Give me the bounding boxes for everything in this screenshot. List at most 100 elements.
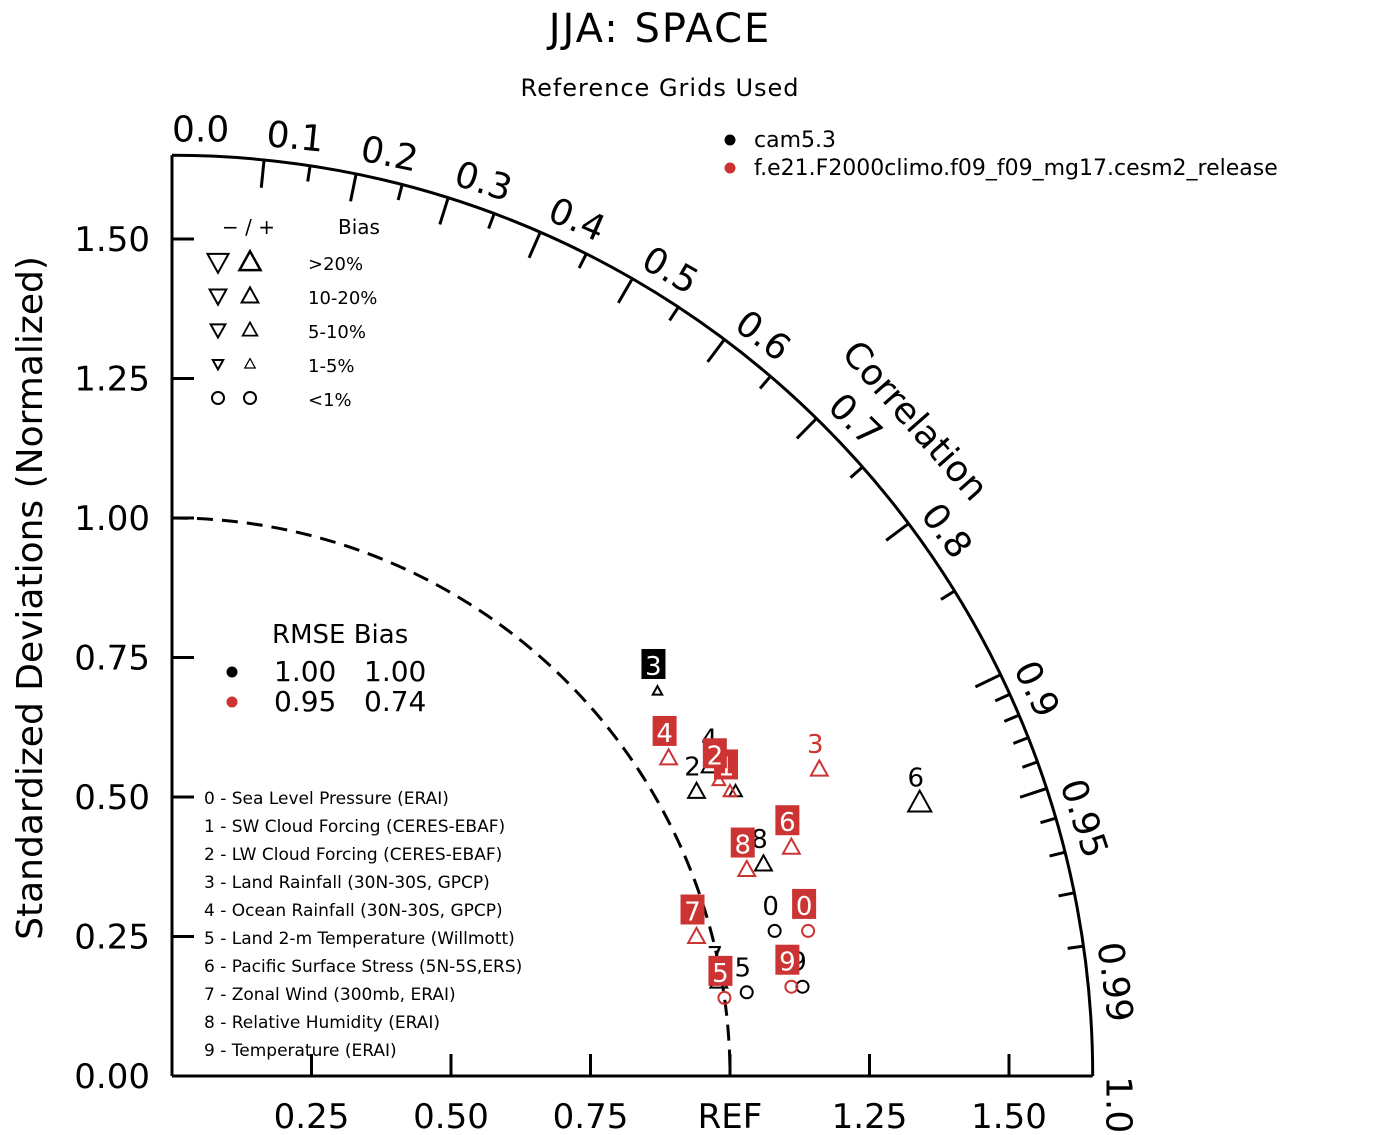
variable-legend-item: 4 - Ocean Rainfall (30N-30S, GPCP) bbox=[204, 901, 503, 921]
bias-legend-down-triangle bbox=[211, 358, 225, 372]
bias-legend-signs: − / + bbox=[222, 215, 275, 239]
point-label-box-1-0 bbox=[792, 888, 817, 919]
correlation-label: 0.6 bbox=[727, 303, 797, 370]
correlation-label: 0.99 bbox=[1088, 940, 1140, 1025]
point-label-box-1-4 bbox=[652, 715, 677, 746]
variable-legend-item: 0 - Sea Level Pressure (ERAI) bbox=[204, 789, 449, 809]
model-legend-label: cam5.3 bbox=[754, 128, 836, 153]
correlation-label: 0.2 bbox=[357, 129, 421, 181]
correlation-tick bbox=[1040, 816, 1057, 825]
bias-legend-title: Bias bbox=[338, 215, 380, 239]
point-marker-1-1 bbox=[722, 782, 738, 798]
correlation-tick bbox=[885, 522, 910, 542]
bias-legend-value: 1.00 bbox=[364, 655, 426, 688]
correlation-tick bbox=[617, 277, 634, 304]
chart-title: JJA: SPACE bbox=[546, 6, 772, 52]
point-label-0-8: 8 bbox=[751, 825, 768, 855]
legends: cam5.3 f.e21.F2000climo.f09_f09_mg17.cesm… bbox=[204, 128, 1278, 1061]
correlation-tick bbox=[849, 465, 864, 479]
rmse-legend-value: 1.00 bbox=[274, 655, 336, 688]
correlation-tick bbox=[1019, 787, 1048, 799]
correlation-label: 0.0 bbox=[172, 109, 229, 150]
correlation-label: 0.95 bbox=[1051, 774, 1115, 863]
bias-legend-label: >20% bbox=[308, 254, 363, 275]
bias-legend-value: 0.74 bbox=[364, 685, 426, 718]
model-legend-dot bbox=[724, 162, 736, 174]
point-label-box-1-9 bbox=[775, 944, 800, 975]
y-tick-label: 1.50 bbox=[74, 220, 150, 260]
point-label-1-8: 8 bbox=[734, 831, 751, 861]
point-label-1-4: 4 bbox=[656, 719, 673, 749]
y-tick-label: 0.25 bbox=[74, 918, 150, 958]
rmse-legend-dot bbox=[226, 696, 238, 708]
correlation-tick bbox=[1058, 891, 1075, 898]
x-tick-label: 0.50 bbox=[413, 1097, 489, 1135]
diagram-frame: 0.000.250.500.751.001.251.500.25 0.50 0.75… bbox=[10, 109, 1140, 1135]
correlation-tick bbox=[1049, 850, 1066, 858]
x-tick-label: 1.25 bbox=[832, 1097, 908, 1135]
rmse-legend-title: RMSE Bias bbox=[272, 620, 408, 650]
bias-legend-circle bbox=[243, 391, 257, 405]
y-tick-label: 1.00 bbox=[74, 499, 150, 539]
correlation-tick bbox=[994, 692, 1011, 703]
point-label-1-3: 3 bbox=[807, 730, 824, 760]
point-label-box-0-3 bbox=[641, 648, 666, 679]
correlation-label: 0.1 bbox=[265, 114, 326, 161]
correlation-tick bbox=[974, 673, 1002, 689]
chart-subtitle: Reference Grids Used bbox=[520, 74, 799, 102]
bias-legend-label: 1-5% bbox=[308, 356, 355, 377]
bias-legend-label: 5-10% bbox=[308, 322, 366, 343]
correlation-tick bbox=[940, 589, 956, 601]
point-marker-0-2 bbox=[686, 780, 707, 799]
correlation-tick bbox=[396, 184, 404, 201]
point-label-1-9: 9 bbox=[779, 948, 796, 978]
correlation-tick bbox=[438, 197, 450, 225]
model-legend-label: f.e21.F2000climo.f09_f09_mg17.cesm2_rele… bbox=[754, 156, 1278, 181]
bias-legend-down-triangle bbox=[208, 323, 228, 340]
point-marker-1-4 bbox=[658, 747, 679, 766]
point-marker-0-6 bbox=[906, 788, 933, 813]
bias-legend-label: 10-20% bbox=[308, 288, 377, 309]
correlation-tick bbox=[527, 231, 542, 259]
point-marker-1-3 bbox=[809, 758, 830, 777]
variable-legend-item: 2 - LW Cloud Forcing (CERES-EBAF) bbox=[204, 845, 502, 865]
point-marker-0-5 bbox=[739, 985, 754, 1000]
bias-legend-circle bbox=[211, 391, 225, 405]
point-label-1-6: 6 bbox=[779, 808, 796, 838]
correlation-label: 0.5 bbox=[635, 239, 705, 303]
correlation-label: 1.0 bbox=[1098, 1076, 1139, 1133]
correlation-tick bbox=[306, 165, 312, 182]
point-label-0-2: 2 bbox=[684, 752, 701, 782]
ref-label: REF bbox=[698, 1097, 763, 1135]
point-label-1-5: 5 bbox=[712, 959, 729, 989]
correlation-tick bbox=[1067, 944, 1084, 950]
correlation-tick bbox=[1012, 736, 1029, 745]
correlation-tick bbox=[758, 375, 772, 390]
point-label-box-1-2 bbox=[702, 738, 727, 769]
bias-legend-up-triangle bbox=[243, 357, 257, 369]
correlation-tick bbox=[577, 253, 588, 269]
y-tick-label: 0.75 bbox=[74, 639, 150, 679]
x-tick-label: 0.25 bbox=[274, 1097, 350, 1135]
correlation-label: 0.8 bbox=[913, 496, 980, 566]
correlation-tick bbox=[1021, 760, 1038, 769]
x-tick-label: 0.75 bbox=[553, 1097, 629, 1135]
point-marker-1-8 bbox=[736, 858, 757, 878]
correlation-tick bbox=[795, 417, 818, 440]
point-label-box-1-7 bbox=[680, 894, 705, 925]
correlation-tick bbox=[668, 306, 680, 322]
rmse-legend-dot bbox=[226, 666, 238, 678]
point-label-0-0: 0 bbox=[762, 892, 779, 922]
x-tick-label: 1.50 bbox=[971, 1097, 1047, 1135]
point-label-box-1-6 bbox=[775, 805, 800, 836]
point-marker-1-7 bbox=[686, 925, 707, 944]
variable-legend-item: 9 - Temperature (ERAI) bbox=[204, 1041, 397, 1061]
data-marks: 01234567890123456789 bbox=[641, 648, 933, 1005]
point-label-0-6: 6 bbox=[907, 764, 924, 794]
point-marker-1-6 bbox=[781, 836, 802, 855]
y-tick-label: 1.25 bbox=[74, 360, 150, 400]
outer-arc bbox=[171, 153, 1095, 1077]
point-marker-0-8 bbox=[753, 853, 774, 872]
rmse-legend-value: 0.95 bbox=[274, 685, 336, 718]
y-tick-label: 0.00 bbox=[74, 1057, 150, 1097]
